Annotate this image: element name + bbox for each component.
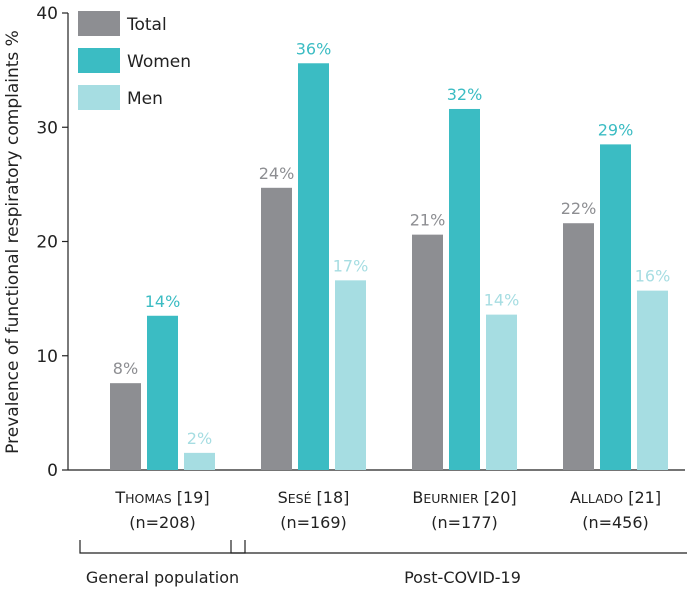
- group-bracket: [230, 540, 687, 554]
- x-tick-label-initial: S: [278, 488, 288, 507]
- x-tick-label-ref: [19]: [172, 488, 210, 507]
- y-axis-title: Prevalence of functional respiratory com…: [3, 30, 23, 454]
- bar-women-ses: [298, 63, 329, 471]
- y-tick-label: 0: [47, 461, 58, 481]
- x-tick-label-n: (n=208): [129, 513, 196, 532]
- x-tick-label-n: (n=169): [280, 513, 347, 532]
- bar-total-thomas: [110, 383, 141, 470]
- x-tick-label: SESÉ [18]: [278, 488, 350, 507]
- bar-value-label: 32%: [447, 85, 483, 104]
- bar-value-label: 21%: [410, 211, 446, 230]
- bar-total-beurnier: [412, 234, 443, 470]
- bar-value-label: 29%: [598, 120, 634, 139]
- group-label: General population: [86, 568, 239, 587]
- x-tick-label-ref: [18]: [311, 488, 349, 507]
- x-tick-label-n: (n=177): [431, 513, 498, 532]
- x-tick-label-ref: [20]: [479, 488, 517, 507]
- bar-total-ses: [261, 187, 292, 471]
- x-tick-label: ALLADO [21]: [570, 488, 661, 507]
- legend-swatch-women: [78, 48, 120, 73]
- group-label: Post-COVID-19: [404, 568, 521, 587]
- bar-value-label: 14%: [145, 292, 181, 311]
- x-tick-label-rest: LLADO: [581, 491, 623, 506]
- legend: Total Women Men: [78, 11, 191, 110]
- legend-label-total: Total: [126, 15, 167, 35]
- x-axis-category-labels: THOMAS [19] (n=208) SESÉ [18] (n=169) BEURNI…: [114, 488, 661, 532]
- bars: [110, 63, 668, 471]
- bar-women-beurnier: [449, 108, 480, 470]
- x-tick-label-initial: T: [114, 488, 125, 507]
- bar-men-thomas: [184, 452, 215, 470]
- group-bracket: [79, 540, 246, 554]
- y-tick-label: 20: [36, 233, 58, 253]
- legend-label-men: Men: [127, 89, 163, 109]
- bar-women-thomas: [147, 315, 178, 470]
- y-tick-label: 40: [36, 4, 58, 24]
- legend-swatch-total: [78, 11, 120, 36]
- x-tick-label-rest: EURNIER: [423, 491, 479, 506]
- bar-men-ses: [335, 280, 366, 470]
- y-tick-label: 30: [36, 118, 58, 138]
- y-tick-label: 10: [36, 347, 58, 367]
- bar-men-beurnier: [486, 314, 517, 470]
- x-tick-label-rest: HOMAS: [125, 491, 172, 506]
- legend-swatch-men: [78, 85, 120, 110]
- category-groups: General population Post-COVID-19: [79, 540, 687, 587]
- x-tick-label: THOMAS [19]: [114, 488, 209, 507]
- bar-value-label: 24%: [259, 164, 295, 183]
- bar-value-label: 36%: [296, 39, 332, 58]
- bar-value-label: 8%: [113, 359, 138, 378]
- bar-value-label: 16%: [635, 267, 671, 286]
- bar-value-label: 2%: [187, 429, 212, 448]
- x-tick-label-ref: [21]: [623, 488, 661, 507]
- x-tick-label-rest: ESÉ: [288, 491, 312, 506]
- x-tick-label-n: (n=456): [582, 513, 649, 532]
- bar-value-label: 14%: [484, 291, 520, 310]
- x-tick-label-initial: A: [570, 488, 581, 507]
- bar-women-allado: [600, 144, 631, 470]
- bar-total-allado: [563, 223, 594, 470]
- bar-value-labels: 8% 14% 2% 24% 36% 17% 21% 32% 14% 22% 29% 16%: [113, 39, 670, 448]
- bar-value-label: 22%: [561, 199, 597, 218]
- bar-value-label: 17%: [333, 256, 369, 275]
- legend-label-women: Women: [127, 52, 191, 72]
- bar-men-allado: [637, 290, 668, 470]
- x-tick-label-initial: B: [412, 488, 423, 507]
- x-tick-label: BEURNIER [20]: [412, 488, 516, 507]
